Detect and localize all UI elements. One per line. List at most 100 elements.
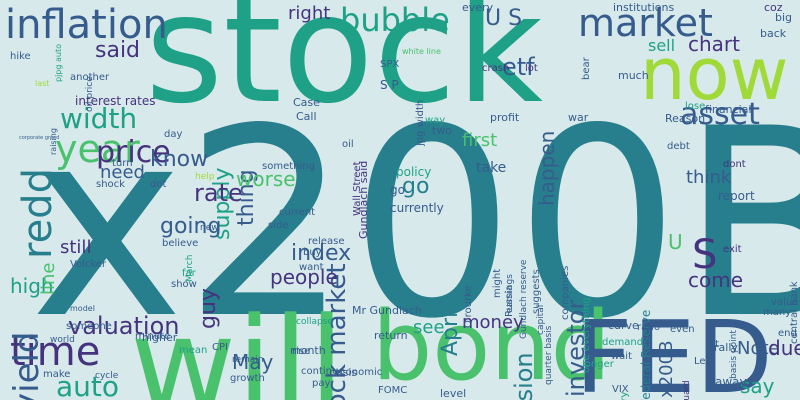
word-s-p: S P: [380, 78, 399, 92]
word-volcker: Volcker: [70, 259, 107, 270]
word-x200b: x200B: [30, 74, 800, 376]
word-high: high: [10, 274, 54, 298]
word-back: back: [760, 27, 787, 40]
word-another: another: [70, 72, 110, 83]
word-someone: someone: [66, 321, 112, 332]
word-model: model: [70, 304, 95, 313]
word-auto: auto: [56, 370, 120, 400]
word-policy: policy: [396, 165, 432, 179]
word-price: price: [96, 135, 171, 170]
word-market: market: [578, 1, 713, 45]
word-vanguard: vanguard: [682, 380, 692, 400]
word-rise: rise: [292, 346, 311, 357]
word-institutions: institutions: [613, 1, 675, 14]
word-far: far: [182, 268, 196, 279]
word-march: March: [185, 254, 195, 282]
word-may: May: [232, 350, 274, 374]
word-still: still: [60, 237, 92, 258]
word-need: need: [100, 162, 145, 183]
word-believe: believe: [162, 238, 199, 249]
word-release: release: [308, 236, 345, 247]
word-dot: dot: [150, 179, 167, 190]
word-minute: minute: [135, 331, 171, 342]
word-index: index: [291, 241, 352, 266]
word-two: two: [432, 124, 453, 137]
word-continue: continue: [301, 366, 345, 377]
word-hike: hike: [10, 51, 31, 62]
word-recession: recession: [510, 352, 538, 400]
word-first: first: [462, 130, 498, 151]
word-currently: currently: [390, 201, 444, 215]
word-bubble: bubble: [340, 1, 450, 39]
word-line: line: [38, 262, 59, 295]
word-see: see: [413, 317, 445, 338]
word-return: return: [374, 329, 408, 342]
word-make: make: [43, 369, 71, 380]
word-said: said: [95, 38, 141, 63]
word-war: war: [568, 111, 589, 124]
word-rally: rally: [714, 341, 738, 354]
word-white-line: white line: [402, 47, 441, 56]
word-guy: guy: [196, 288, 221, 329]
word-help: help: [195, 172, 215, 182]
word-mr-gundlach: Mr Gundlach: [352, 304, 422, 317]
word-going: going: [160, 214, 222, 239]
word-width: width: [60, 102, 138, 135]
word-o-rourke: O'rourke: [463, 285, 474, 328]
word-crisis: crisis: [329, 366, 358, 379]
word-note: Note: [737, 338, 780, 359]
word-money: money: [462, 312, 524, 333]
word-something: something: [262, 161, 315, 172]
word-bear: bear: [581, 57, 592, 80]
word-level: level: [440, 387, 467, 400]
word-due: due: [768, 336, 800, 360]
word-chart: chart: [688, 32, 740, 56]
word-new: new: [200, 223, 219, 233]
word-asset: asset: [680, 97, 760, 132]
word-profit: profit: [490, 111, 520, 124]
word-exit: exit: [723, 244, 742, 255]
word-fed: FED: [575, 299, 773, 400]
word-think: think: [686, 167, 732, 188]
word-side: side: [268, 220, 289, 231]
word-people: people: [270, 265, 338, 289]
word-pjpg-auto: pjpg auto: [54, 43, 63, 82]
word-dont: dont: [723, 159, 746, 170]
word-will: will: [130, 289, 345, 400]
word-time: time: [10, 329, 101, 375]
word-cpi: CPI: [212, 342, 228, 353]
word-take: take: [476, 160, 507, 176]
word-shock: shock: [96, 179, 125, 190]
word-year: year: [55, 127, 140, 171]
word-right: right: [288, 3, 331, 24]
word-curve: curve: [608, 319, 639, 332]
word-rate: rate: [194, 179, 243, 207]
word-fomc: FOMC: [378, 385, 408, 396]
word-away: away: [715, 375, 747, 389]
word-valuation: valuation: [68, 312, 180, 340]
word-demand: demand: [602, 337, 644, 348]
word-even: even: [670, 324, 695, 335]
word-stock: stock: [145, 0, 544, 137]
word-now: now: [640, 32, 789, 116]
word-much: much: [618, 69, 649, 82]
word-let: Let: [694, 356, 710, 367]
word-current: current: [279, 207, 316, 218]
word-big: big: [775, 11, 793, 24]
word-last: last: [35, 79, 50, 88]
word-higher: higher: [142, 331, 178, 344]
word-report: report: [718, 189, 755, 203]
word-lose: lose: [685, 101, 706, 112]
word-x200b-x200b: x200B x200B: [656, 341, 677, 400]
word-interest-rates: interest rates: [75, 94, 156, 108]
word-buy: buy: [303, 247, 322, 258]
word-spx: SPX: [380, 59, 400, 70]
word-coz: coz: [764, 1, 783, 14]
word-end: end: [778, 328, 797, 339]
word-go: go: [402, 174, 430, 199]
word-russia: Russia: [504, 284, 515, 317]
word-go: go: [390, 183, 405, 197]
word-companies: companies: [560, 265, 571, 320]
word-u: U: [668, 230, 683, 254]
word-oil: oil: [342, 139, 354, 150]
